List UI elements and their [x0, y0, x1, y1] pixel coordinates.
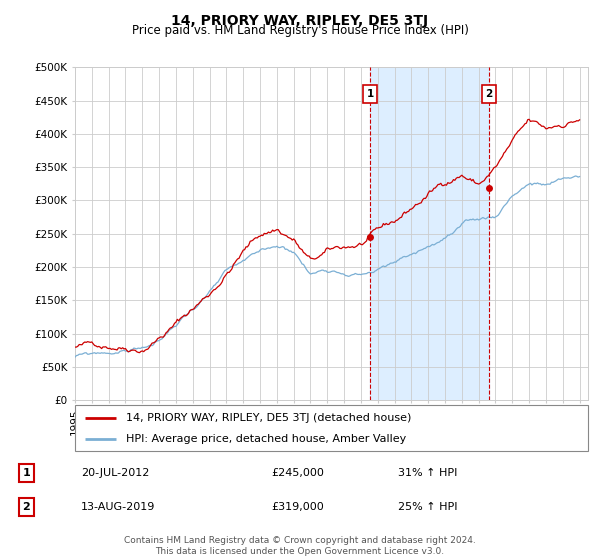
Text: 2: 2 [485, 89, 493, 99]
Text: Price paid vs. HM Land Registry's House Price Index (HPI): Price paid vs. HM Land Registry's House … [131, 24, 469, 37]
Bar [370, 67, 489, 400]
Text: 1: 1 [23, 468, 30, 478]
Text: 2: 2 [23, 502, 30, 512]
Text: 13-AUG-2019: 13-AUG-2019 [81, 502, 155, 512]
Text: 14, PRIORY WAY, RIPLEY, DE5 3TJ (detached house): 14, PRIORY WAY, RIPLEY, DE5 3TJ (detache… [127, 413, 412, 423]
Text: Contains HM Land Registry data © Crown copyright and database right 2024.
This d: Contains HM Land Registry data © Crown c… [124, 536, 476, 556]
Text: 20-JUL-2012: 20-JUL-2012 [81, 468, 149, 478]
Text: 14, PRIORY WAY, RIPLEY, DE5 3TJ: 14, PRIORY WAY, RIPLEY, DE5 3TJ [172, 14, 428, 28]
Text: 1: 1 [367, 89, 374, 99]
Text: £319,000: £319,000 [271, 502, 324, 512]
Text: £245,000: £245,000 [271, 468, 324, 478]
Text: 25% ↑ HPI: 25% ↑ HPI [398, 502, 457, 512]
Text: 31% ↑ HPI: 31% ↑ HPI [398, 468, 457, 478]
FancyBboxPatch shape [75, 405, 588, 451]
Text: HPI: Average price, detached house, Amber Valley: HPI: Average price, detached house, Ambe… [127, 435, 407, 444]
